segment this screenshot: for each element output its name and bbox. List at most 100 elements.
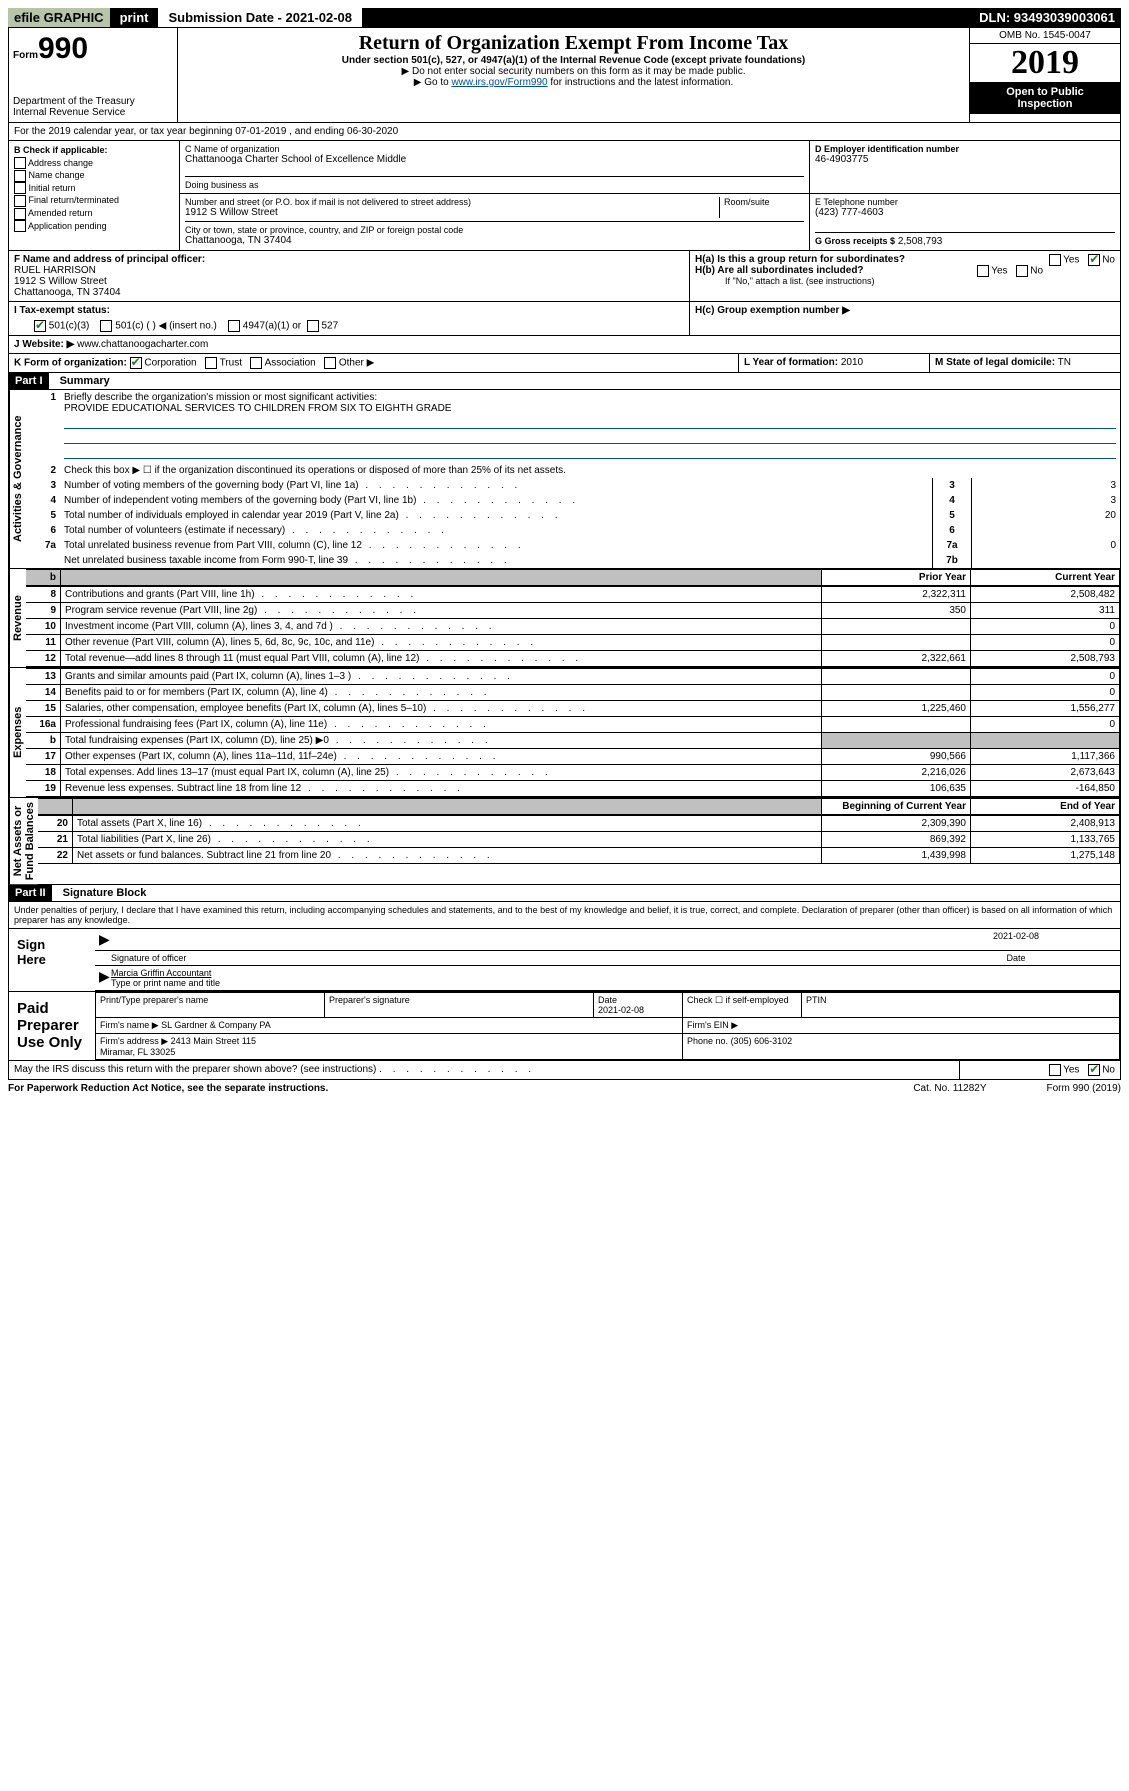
- gross-receipts: 2,508,793: [898, 236, 943, 247]
- b-application: Application pending: [28, 221, 107, 231]
- fin-row: 17 Other expenses (Part IX, column (A), …: [26, 749, 1120, 765]
- l-value: 2010: [841, 357, 863, 368]
- section-a: For the 2019 calendar year, or tax year …: [8, 123, 1121, 141]
- footer: For Paperwork Reduction Act Notice, see …: [8, 1080, 1121, 1097]
- k-label: K Form of organization:: [14, 358, 127, 369]
- firm-ein-label: Firm's EIN ▶: [683, 1018, 1120, 1034]
- top-bar: efile GRAPHIC print Submission Date - 20…: [8, 8, 1121, 27]
- col-current: Current Year: [971, 570, 1120, 586]
- printed-label: Type or print name and title: [111, 978, 220, 988]
- discuss-yes: Yes: [1063, 1065, 1079, 1076]
- l1-text: Briefly describe the organization's miss…: [64, 392, 377, 403]
- printed-name: Marcia Griffin Accountant: [111, 968, 211, 978]
- i-4947: 4947(a)(1) or: [243, 321, 301, 332]
- officer-addr2: Chattanooga, TN 37404: [14, 287, 121, 298]
- fin-row: 21 Total liabilities (Part X, line 26) 8…: [38, 832, 1120, 848]
- fin-row: 8 Contributions and grants (Part VIII, l…: [26, 587, 1120, 603]
- i-527: 527: [321, 321, 338, 332]
- efile-badge: efile GRAPHIC: [8, 8, 110, 27]
- discuss-no: No: [1102, 1065, 1115, 1076]
- firm-addr-label: Firm's address ▶: [100, 1036, 168, 1046]
- org-info-block: B Check if applicable: Address change Na…: [8, 141, 1121, 251]
- section-c: C Name of organization Chattanooga Chart…: [180, 141, 1120, 250]
- submission-date: Submission Date - 2021-02-08: [158, 8, 362, 27]
- room-label: Room/suite: [724, 197, 804, 207]
- website-value: www.chattanoogacharter.com: [77, 339, 208, 350]
- fin-row: 10 Investment income (Part VIII, column …: [26, 619, 1120, 635]
- tax-exempt-row: I Tax-exempt status: 501(c)(3) 501(c) ( …: [8, 302, 1121, 336]
- prep-sig-label: Preparer's signature: [325, 993, 594, 1018]
- g-label: G Gross receipts $: [815, 236, 895, 246]
- d-label: D Employer identification number: [815, 144, 1115, 154]
- sign-here-block: Sign Here ▶ 2021-02-08 Signature of offi…: [8, 929, 1121, 992]
- officer-addr1: 1912 S Willow Street: [14, 276, 107, 287]
- fin-row: 14 Benefits paid to or for members (Part…: [26, 685, 1120, 701]
- h-c: H(c) Group exemption number ▶: [695, 305, 850, 316]
- city-label: City or town, state or province, country…: [185, 225, 804, 235]
- discuss-text: May the IRS discuss this return with the…: [14, 1064, 376, 1075]
- fin-row: 20 Total assets (Part X, line 16) 2,309,…: [38, 816, 1120, 832]
- h-note: If "No," attach a list. (see instruction…: [695, 276, 1115, 286]
- b-name-change: Name change: [29, 170, 85, 180]
- klm-row: K Form of organization: Corporation Trus…: [8, 354, 1121, 373]
- k-corp: Corporation: [144, 358, 196, 369]
- form-subtitle: Under section 501(c), 527, or 4947(a)(1)…: [182, 55, 965, 66]
- m-value: TN: [1058, 357, 1071, 368]
- summary-row: 3 Number of voting members of the govern…: [26, 478, 1120, 493]
- ptin-label: PTIN: [802, 993, 1120, 1018]
- part1-label: Part I: [9, 373, 49, 389]
- print-link[interactable]: print: [114, 8, 155, 27]
- fin-row: 15 Salaries, other compensation, employe…: [26, 701, 1120, 717]
- b-final-return: Final return/terminated: [29, 195, 120, 205]
- b-label: B Check if applicable:: [14, 144, 174, 157]
- mission-text: PROVIDE EDUCATIONAL SERVICES TO CHILDREN…: [64, 403, 451, 414]
- form-number: Form990: [13, 32, 173, 66]
- summary-row: 6 Total number of volunteers (estimate i…: [26, 523, 1120, 538]
- fin-row: 11 Other revenue (Part VIII, column (A),…: [26, 635, 1120, 651]
- activities-governance: Activities & Governance 1 Briefly descri…: [8, 390, 1121, 569]
- revenue-block: Revenue b Prior Year Current Year 8 Cont…: [8, 569, 1121, 668]
- part2-title: Signature Block: [55, 887, 147, 899]
- i-501c3: 501(c)(3): [49, 321, 90, 332]
- fin-row: 22 Net assets or fund balances. Subtract…: [38, 848, 1120, 864]
- check-self: Check ☐ if self-employed: [683, 993, 802, 1018]
- expenses-block: Expenses 13 Grants and similar amounts p…: [8, 668, 1121, 798]
- net-assets-block: Net Assets or Fund Balances Beginning of…: [8, 798, 1121, 885]
- website-row: J Website: ▶ www.chattanoogacharter.com: [8, 336, 1121, 354]
- k-other: Other ▶: [339, 358, 374, 369]
- addr-label: Number and street (or P.O. box if mail i…: [185, 197, 719, 207]
- sign-here-label: Sign Here: [9, 929, 95, 991]
- k-assoc: Association: [265, 358, 316, 369]
- c-name-label: C Name of organization: [185, 144, 804, 154]
- paid-label: Paid Preparer Use Only: [9, 992, 95, 1060]
- j-label: J Website: ▶: [14, 339, 74, 350]
- form-header: Form990 Department of the Treasury Inter…: [8, 27, 1121, 123]
- cat-no: Cat. No. 11282Y: [913, 1083, 986, 1094]
- side-ag: Activities & Governance: [9, 390, 26, 568]
- fin-row: 19 Revenue less expenses. Subtract line …: [26, 781, 1120, 797]
- i-501c: 501(c) ( ) ◀ (insert no.): [115, 321, 217, 332]
- b-initial-return: Initial return: [29, 183, 76, 193]
- form-note2: ▶ Go to www.irs.gov/Form990 for instruct…: [182, 77, 965, 88]
- e-label: E Telephone number: [815, 197, 1115, 207]
- officer-block: F Name and address of principal officer:…: [8, 251, 1121, 302]
- k-trust: Trust: [220, 358, 242, 369]
- b-address-change: Address change: [28, 158, 93, 168]
- form-note1: ▶ Do not enter social security numbers o…: [182, 66, 965, 77]
- fin-row: 16a Professional fundraising fees (Part …: [26, 717, 1120, 733]
- part1: Part I Summary: [8, 373, 1121, 390]
- form-foot: Form 990 (2019): [1047, 1083, 1121, 1094]
- org-name: Chattanooga Charter School of Excellence…: [185, 154, 804, 165]
- h-a: H(a) Is this a group return for subordin…: [695, 254, 1115, 265]
- l-label: L Year of formation:: [744, 357, 838, 368]
- b-amended: Amended return: [28, 208, 93, 218]
- prep-name-label: Print/Type preparer's name: [96, 993, 325, 1018]
- tax-year-range: For the 2019 calendar year, or tax year …: [9, 123, 1120, 140]
- fin-row: 12 Total revenue—add lines 8 through 11 …: [26, 651, 1120, 667]
- form-title: Return of Organization Exempt From Incom…: [182, 32, 965, 55]
- irs-link[interactable]: www.irs.gov/Form990: [451, 77, 547, 88]
- part2-label: Part II: [9, 885, 52, 901]
- fin-row: 13 Grants and similar amounts paid (Part…: [26, 669, 1120, 685]
- ein-value: 46-4903775: [815, 154, 1115, 165]
- shade-cell: b: [26, 570, 61, 586]
